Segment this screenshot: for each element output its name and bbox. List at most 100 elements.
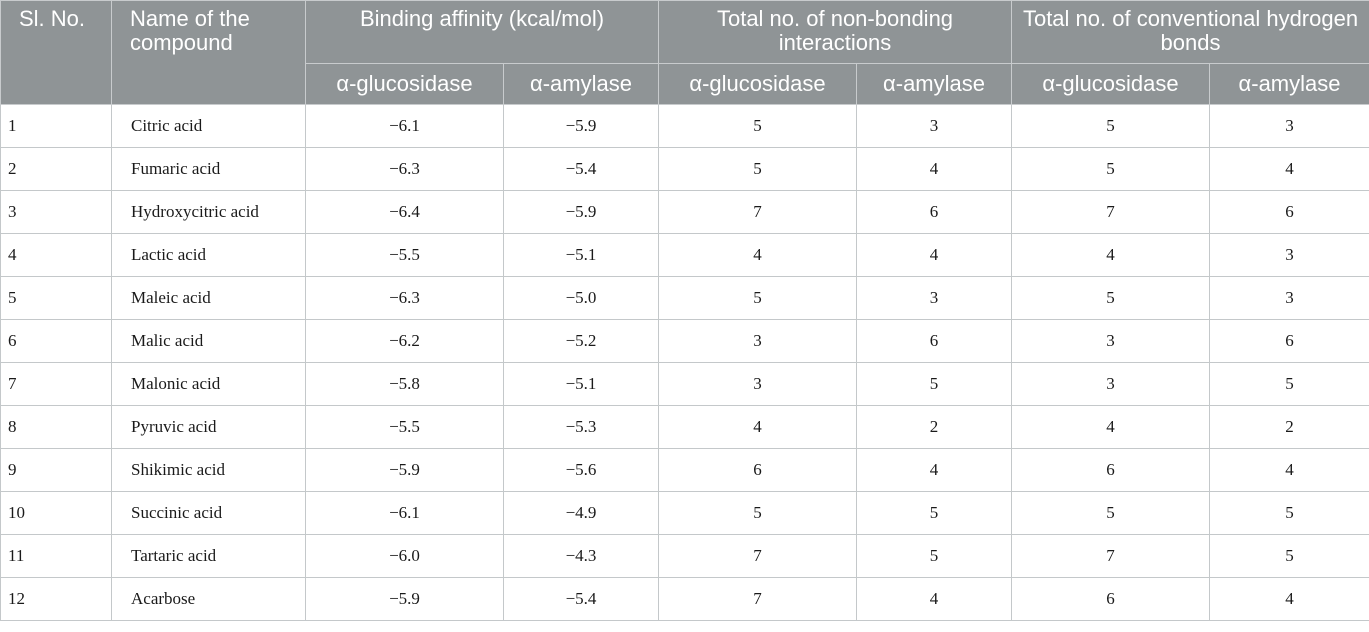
cell-ba-glucosidase: −6.3 [305, 276, 504, 320]
table-row: 7 Malonic acid −5.8 −5.1 3 5 3 5 [0, 362, 1369, 406]
cell-ba-amylase: −4.3 [502, 534, 660, 578]
cell-hb-amylase: 4 [1209, 147, 1369, 191]
header-sl-no: Sl. No. [0, 0, 112, 105]
cell-nb-amylase: 4 [856, 577, 1013, 621]
cell-nb-amylase: 5 [856, 491, 1013, 535]
cell-sl-no: 1 [0, 104, 112, 148]
cell-hb-amylase: 5 [1209, 491, 1369, 535]
cell-hb-amylase: 5 [1209, 534, 1369, 578]
cell-hb-glucosidase: 5 [1011, 104, 1211, 148]
cell-ba-amylase: −5.4 [502, 147, 660, 191]
cell-sl-no: 6 [0, 319, 112, 363]
cell-nb-glucosidase: 4 [658, 405, 858, 449]
cell-sl-no: 8 [0, 405, 112, 449]
table-body: 1 Citric acid −6.1 −5.9 5 3 5 3 2 Fumari… [0, 104, 1369, 621]
cell-ba-amylase: −5.0 [502, 276, 660, 320]
cell-sl-no: 4 [0, 233, 112, 277]
cell-hb-amylase: 3 [1209, 104, 1369, 148]
cell-compound-name: Maleic acid [111, 276, 306, 320]
cell-ba-glucosidase: −6.1 [305, 104, 504, 148]
cell-ba-glucosidase: −5.5 [305, 233, 504, 277]
cell-nb-glucosidase: 5 [658, 104, 858, 148]
cell-hb-amylase: 2 [1209, 405, 1369, 449]
cell-sl-no: 7 [0, 362, 112, 406]
cell-ba-glucosidase: −6.3 [305, 147, 504, 191]
header-hydrogen-bonds: Total no. of conventional hydrogen bonds [1011, 0, 1369, 64]
cell-compound-name: Pyruvic acid [111, 405, 306, 449]
table-row: 5 Maleic acid −6.3 −5.0 5 3 5 3 [0, 276, 1369, 320]
table-row: 3 Hydroxycitric acid −6.4 −5.9 7 6 7 6 [0, 190, 1369, 234]
cell-nb-amylase: 4 [856, 147, 1013, 191]
cell-nb-glucosidase: 7 [658, 577, 858, 621]
cell-compound-name: Citric acid [111, 104, 306, 148]
cell-nb-amylase: 6 [856, 190, 1013, 234]
cell-compound-name: Malic acid [111, 319, 306, 363]
cell-ba-glucosidase: −6.2 [305, 319, 504, 363]
cell-nb-amylase: 2 [856, 405, 1013, 449]
cell-compound-name: Lactic acid [111, 233, 306, 277]
cell-ba-glucosidase: −5.5 [305, 405, 504, 449]
cell-ba-glucosidase: −6.1 [305, 491, 504, 535]
table-row: 10 Succinic acid −6.1 −4.9 5 5 5 5 [0, 491, 1369, 535]
cell-ba-amylase: −5.3 [502, 405, 660, 449]
cell-sl-no: 12 [0, 577, 112, 621]
subheader-hb-amylase: α-amylase [1209, 63, 1369, 105]
cell-hb-glucosidase: 3 [1011, 319, 1211, 363]
cell-ba-glucosidase: −5.9 [305, 577, 504, 621]
cell-nb-amylase: 5 [856, 534, 1013, 578]
cell-hb-amylase: 6 [1209, 319, 1369, 363]
cell-hb-glucosidase: 7 [1011, 534, 1211, 578]
header-non-bonding-interactions: Total no. of non-bonding interactions [658, 0, 1013, 64]
cell-nb-glucosidase: 5 [658, 276, 858, 320]
subheader-ba-amylase: α-amylase [502, 63, 660, 105]
table-row: 2 Fumaric acid −6.3 −5.4 5 4 5 4 [0, 147, 1369, 191]
cell-hb-glucosidase: 7 [1011, 190, 1211, 234]
cell-ba-glucosidase: −6.0 [305, 534, 504, 578]
table-row: 8 Pyruvic acid −5.5 −5.3 4 2 4 2 [0, 405, 1369, 449]
cell-sl-no: 3 [0, 190, 112, 234]
table-row: 12 Acarbose −5.9 −5.4 7 4 6 4 [0, 577, 1369, 621]
cell-ba-glucosidase: −5.9 [305, 448, 504, 492]
cell-hb-glucosidase: 4 [1011, 405, 1211, 449]
header-compound-name: Name of the compound [111, 0, 306, 105]
cell-compound-name: Shikimic acid [111, 448, 306, 492]
cell-sl-no: 11 [0, 534, 112, 578]
subheader-hb-glucosidase: α-glucosidase [1011, 63, 1211, 105]
cell-sl-no: 9 [0, 448, 112, 492]
cell-nb-amylase: 6 [856, 319, 1013, 363]
subheader-nb-amylase: α-amylase [856, 63, 1013, 105]
cell-ba-amylase: −5.1 [502, 233, 660, 277]
cell-compound-name: Tartaric acid [111, 534, 306, 578]
table-row: 11 Tartaric acid −6.0 −4.3 7 5 7 5 [0, 534, 1369, 578]
cell-hb-amylase: 3 [1209, 276, 1369, 320]
cell-ba-amylase: −5.9 [502, 104, 660, 148]
cell-sl-no: 5 [0, 276, 112, 320]
cell-ba-amylase: −5.1 [502, 362, 660, 406]
cell-hb-glucosidase: 6 [1011, 577, 1211, 621]
cell-ba-amylase: −5.6 [502, 448, 660, 492]
cell-nb-glucosidase: 3 [658, 362, 858, 406]
cell-hb-amylase: 6 [1209, 190, 1369, 234]
cell-hb-amylase: 4 [1209, 577, 1369, 621]
cell-nb-glucosidase: 5 [658, 491, 858, 535]
cell-compound-name: Malonic acid [111, 362, 306, 406]
cell-hb-amylase: 3 [1209, 233, 1369, 277]
cell-nb-glucosidase: 7 [658, 190, 858, 234]
cell-nb-amylase: 3 [856, 104, 1013, 148]
table-row: 4 Lactic acid −5.5 −5.1 4 4 4 3 [0, 233, 1369, 277]
cell-hb-glucosidase: 4 [1011, 233, 1211, 277]
cell-nb-glucosidase: 7 [658, 534, 858, 578]
cell-sl-no: 10 [0, 491, 112, 535]
cell-nb-amylase: 5 [856, 362, 1013, 406]
cell-ba-glucosidase: −6.4 [305, 190, 504, 234]
subheader-ba-glucosidase: α-glucosidase [305, 63, 504, 105]
cell-compound-name: Acarbose [111, 577, 306, 621]
cell-compound-name: Hydroxycitric acid [111, 190, 306, 234]
subheader-nb-glucosidase: α-glucosidase [658, 63, 858, 105]
cell-hb-amylase: 5 [1209, 362, 1369, 406]
cell-ba-glucosidase: −5.8 [305, 362, 504, 406]
cell-hb-glucosidase: 5 [1011, 491, 1211, 535]
cell-sl-no: 2 [0, 147, 112, 191]
cell-nb-glucosidase: 4 [658, 233, 858, 277]
